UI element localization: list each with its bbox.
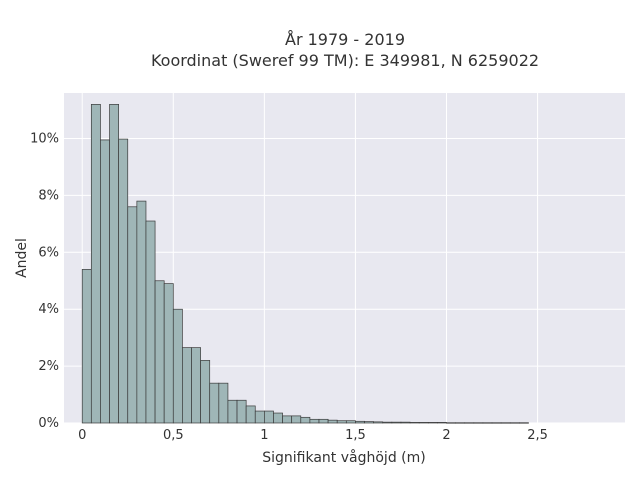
histogram-bar bbox=[163, 283, 174, 424]
histogram-bar bbox=[236, 399, 247, 424]
histogram-bar bbox=[519, 422, 529, 424]
x-tick-label: 1,5 bbox=[345, 428, 366, 443]
histogram-bar bbox=[127, 206, 138, 424]
histogram-bar bbox=[355, 420, 365, 424]
y-axis-label: Andel bbox=[14, 238, 30, 278]
histogram-bar bbox=[427, 422, 438, 424]
histogram-bar bbox=[227, 399, 238, 424]
histogram-bar bbox=[309, 418, 320, 424]
histogram-bar bbox=[264, 410, 274, 424]
histogram-bar bbox=[182, 347, 192, 424]
histogram-bar bbox=[191, 347, 201, 424]
histogram-bar bbox=[172, 308, 183, 424]
histogram-bar bbox=[300, 416, 311, 424]
x-tick-label: 2 bbox=[442, 428, 450, 443]
histogram-bar bbox=[491, 422, 502, 424]
chart-title: År 1979 - 2019 bbox=[285, 30, 405, 49]
y-tick-label: 6% bbox=[38, 245, 59, 260]
histogram-bar bbox=[482, 422, 493, 424]
histogram-bar bbox=[336, 420, 347, 424]
x-axis-label: Signifikant våghöjd (m) bbox=[262, 449, 425, 466]
histogram-bar bbox=[136, 200, 147, 424]
histogram-bar bbox=[364, 421, 375, 424]
histogram-bar bbox=[90, 104, 101, 424]
histogram-bars bbox=[81, 104, 529, 424]
histogram-bar bbox=[318, 418, 329, 424]
x-tick-label: 1 bbox=[260, 428, 268, 443]
histogram-bar bbox=[464, 422, 475, 424]
y-tick-label: 0% bbox=[38, 416, 59, 431]
histogram-bar bbox=[209, 382, 220, 424]
histogram-bar bbox=[437, 422, 447, 424]
histogram-bar bbox=[373, 421, 384, 424]
histogram-bar bbox=[391, 421, 402, 424]
histogram-bar bbox=[500, 422, 511, 424]
histogram-bar bbox=[418, 422, 429, 424]
y-axis-ticks: 0% 2% 4% 6% 8% 10% bbox=[30, 132, 59, 431]
histogram-bar bbox=[145, 220, 156, 424]
histogram-bar bbox=[100, 139, 110, 424]
histogram-bar bbox=[473, 422, 484, 424]
histogram-bar bbox=[200, 360, 211, 424]
histogram-bar bbox=[118, 138, 129, 424]
y-tick-label: 10% bbox=[30, 132, 59, 147]
histogram-bar bbox=[282, 415, 293, 424]
y-tick-label: 2% bbox=[38, 359, 59, 374]
histogram-bar bbox=[218, 382, 229, 424]
x-tick-label: 0 bbox=[78, 428, 86, 443]
histogram-bar bbox=[109, 104, 120, 424]
histogram-bar bbox=[254, 410, 265, 424]
x-tick-label: 0,5 bbox=[163, 428, 184, 443]
histogram-bar bbox=[409, 422, 420, 424]
histogram-bar bbox=[382, 421, 393, 424]
histogram-bar bbox=[81, 269, 92, 424]
y-tick-label: 8% bbox=[38, 188, 59, 203]
histogram-bar bbox=[455, 422, 466, 424]
histogram-bar bbox=[154, 280, 165, 424]
histogram-bar bbox=[345, 420, 356, 424]
chart-subtitle: Koordinat (Sweref 99 TM): E 349981, N 62… bbox=[151, 51, 539, 70]
histogram-bar bbox=[273, 412, 283, 424]
y-tick-label: 4% bbox=[38, 302, 59, 317]
histogram-bar bbox=[291, 415, 302, 424]
histogram-bar bbox=[446, 422, 456, 424]
histogram-bar bbox=[509, 422, 520, 424]
x-axis-ticks: 0 0,5 1 1,5 2 2,5 bbox=[78, 428, 548, 443]
histogram-bar bbox=[245, 405, 256, 424]
histogram-bar bbox=[400, 421, 411, 424]
histogram-bar bbox=[327, 419, 338, 424]
x-tick-label: 2,5 bbox=[527, 428, 548, 443]
